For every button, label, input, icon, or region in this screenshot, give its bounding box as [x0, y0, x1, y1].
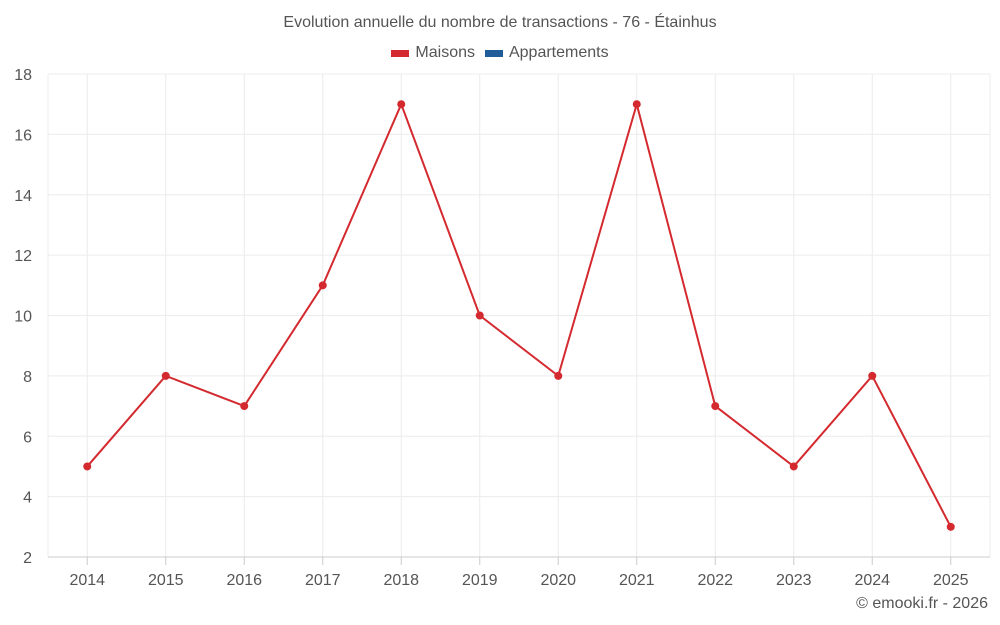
x-tick-label: 2024: [854, 572, 890, 589]
series-line-maisons: [86, 103, 952, 528]
data-point: [868, 371, 877, 380]
y-tick-label: 4: [23, 490, 32, 507]
x-tick-label: 2019: [462, 572, 498, 589]
x-tick-label: 2020: [540, 572, 576, 589]
y-tick-label: 18: [14, 67, 32, 84]
legend-label-appartements: Appartements: [508, 44, 609, 61]
data-point: [240, 402, 249, 411]
data-point: [632, 100, 641, 109]
x-tick-label: 2022: [697, 572, 733, 589]
x-tick-label: 2021: [619, 572, 655, 589]
y-tick-label: 12: [14, 248, 32, 265]
data-point: [161, 371, 170, 380]
chart-legend: Maisons Appartements: [0, 44, 1000, 62]
x-tick-label: 2025: [933, 572, 969, 589]
y-tick-label: 8: [23, 369, 32, 386]
legend-label-maisons: Maisons: [415, 44, 475, 61]
x-tick-label: 2015: [148, 572, 184, 589]
credit-text: © emooki.fr - 2026: [856, 595, 988, 612]
y-tick-label: 2: [23, 550, 32, 567]
legend-swatch-maisons: [391, 49, 410, 57]
data-point: [318, 281, 327, 290]
data-point: [789, 462, 798, 471]
data-point: [475, 311, 484, 320]
legend-swatch-appartements: [484, 49, 503, 57]
x-tick-label: 2016: [226, 572, 262, 589]
y-tick-label: 6: [23, 429, 32, 446]
legend-item-appartements[interactable]: Appartements: [484, 44, 609, 62]
data-point: [946, 522, 955, 531]
data-point: [554, 371, 563, 380]
legend-item-maisons[interactable]: Maisons: [391, 44, 475, 62]
data-point: [711, 402, 720, 411]
y-tick-label: 14: [14, 188, 32, 205]
x-tick-label: 2017: [305, 572, 341, 589]
chart-title: Evolution annuelle du nombre de transact…: [283, 14, 717, 31]
data-point: [83, 462, 92, 471]
y-tick-label: 16: [14, 127, 32, 144]
x-tick-label: 2014: [69, 572, 105, 589]
y-tick-label: 10: [14, 309, 32, 326]
x-tick-label: 2018: [383, 572, 419, 589]
data-point: [397, 100, 406, 109]
x-tick-label: 2023: [776, 572, 812, 589]
